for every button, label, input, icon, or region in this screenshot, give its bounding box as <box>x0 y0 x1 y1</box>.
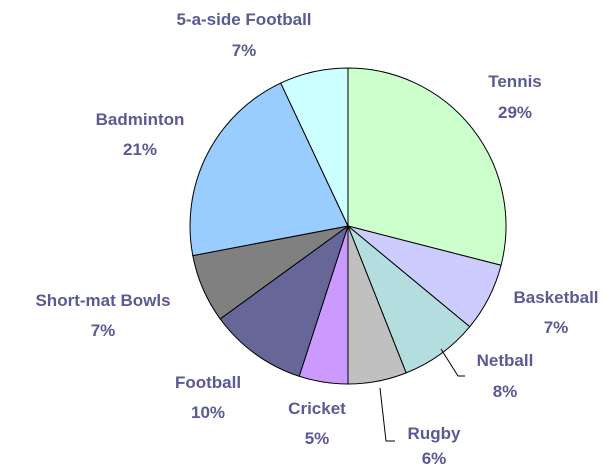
leader-line-rugby <box>379 387 395 442</box>
slice-pct-football: 10% <box>191 403 225 422</box>
slice-pct-netball: 8% <box>493 382 518 401</box>
slice-label-5-a-side-football: 5-a-side Football <box>176 10 311 29</box>
slice-pct-5-a-side-football: 7% <box>232 41 257 60</box>
slice-pct-short-mat-bowls: 7% <box>91 321 116 340</box>
slice-label-football: Football <box>175 373 241 392</box>
slice-label-basketball: Basketball <box>513 288 598 307</box>
pie-slice-5-a-side-football <box>280 67 349 227</box>
pie-slice-tennis <box>347 67 507 266</box>
slice-pct-basketball: 7% <box>544 318 569 337</box>
slice-pct-cricket: 5% <box>305 429 330 448</box>
slice-pct-badminton: 21% <box>123 140 157 159</box>
slice-label-cricket: Cricket <box>288 399 346 418</box>
slice-label-rugby: Rugby <box>408 424 461 443</box>
leader-line-netball <box>440 348 465 377</box>
pie-slices <box>189 67 507 385</box>
leader-lines <box>379 348 465 442</box>
slice-pct-tennis: 29% <box>498 103 532 122</box>
slice-label-tennis: Tennis <box>488 72 542 91</box>
pie-slice-football <box>219 224 349 377</box>
pie-slice-badminton <box>189 82 349 257</box>
slice-label-badminton: Badminton <box>96 110 185 129</box>
slice-label-netball: Netball <box>477 351 534 370</box>
slice-pct-rugby: 6% <box>422 449 447 468</box>
slice-labels: Tennis 29% Basketball 7% Netball 8% Rugb… <box>35 10 598 468</box>
slice-label-short-mat-bowls: Short-mat Bowls <box>35 291 170 310</box>
